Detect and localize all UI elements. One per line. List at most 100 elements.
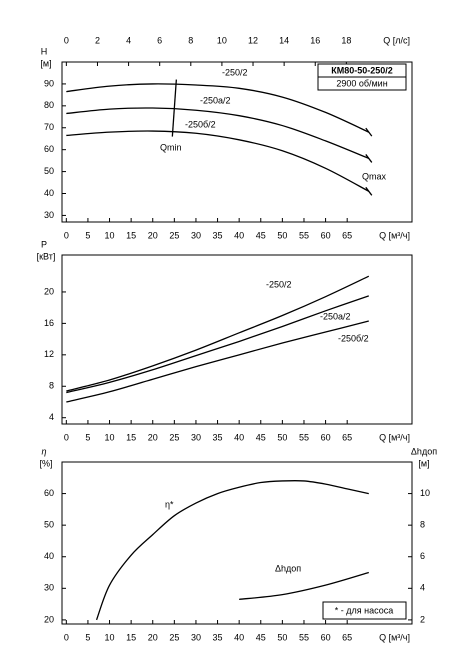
curve bbox=[66, 320, 369, 403]
x-tick-label: 40 bbox=[234, 432, 244, 442]
curve bbox=[66, 107, 370, 160]
x-tick-label: 25 bbox=[169, 230, 179, 240]
x2-tick-label: 18 bbox=[341, 35, 351, 45]
x2-tick-label: 16 bbox=[310, 35, 320, 45]
annotation: Qmin bbox=[160, 142, 182, 152]
y-tick-label: 60 bbox=[44, 488, 54, 498]
x-tick-label: 35 bbox=[213, 432, 223, 442]
y-tick-label: 12 bbox=[44, 349, 54, 359]
y2-tick-label: 10 bbox=[420, 488, 430, 498]
x-tick-label: 0 bbox=[64, 632, 69, 642]
curve bbox=[66, 275, 370, 392]
x2-tick-label: 10 bbox=[217, 35, 227, 45]
x-axis-label: Q [м³/ч] bbox=[379, 432, 410, 442]
x-tick-label: 30 bbox=[191, 632, 201, 642]
curve-label: -250б/2 bbox=[338, 333, 369, 343]
plot-frame bbox=[61, 61, 413, 223]
x-tick-label: 25 bbox=[169, 432, 179, 442]
y-tick-label: 80 bbox=[44, 100, 54, 110]
y-axis-label: P bbox=[41, 239, 47, 249]
x-tick-label: 0 bbox=[64, 230, 69, 240]
x-tick-label: 65 bbox=[342, 432, 352, 442]
curve bbox=[239, 571, 369, 601]
curve-label: Δhдоп bbox=[275, 563, 301, 573]
curve bbox=[66, 295, 370, 394]
curve-label: -250б/2 bbox=[185, 119, 216, 129]
annotation: Qmax bbox=[362, 171, 387, 181]
x-tick-label: 15 bbox=[126, 230, 136, 240]
plot-frame bbox=[61, 254, 413, 425]
x-tick-label: 60 bbox=[321, 432, 331, 442]
x-tick-label: 15 bbox=[126, 632, 136, 642]
y-tick-label: 50 bbox=[44, 520, 54, 530]
curve bbox=[95, 479, 369, 621]
curve bbox=[66, 83, 370, 133]
curve-end bbox=[365, 186, 373, 196]
y-tick-label: 4 bbox=[49, 412, 54, 422]
y-tick-label: 30 bbox=[44, 583, 54, 593]
y-tick-label: 70 bbox=[44, 122, 54, 132]
x-tick-label: 50 bbox=[277, 432, 287, 442]
x-axis-label: Q [м³/ч] bbox=[379, 230, 410, 240]
note: * - для насоса bbox=[335, 605, 393, 615]
x-tick-label: 55 bbox=[299, 432, 309, 442]
y-axis-unit: [%] bbox=[39, 458, 52, 468]
info-title: КМ80-50-250/2 bbox=[331, 65, 393, 75]
curve bbox=[66, 130, 370, 192]
x-tick-label: 30 bbox=[191, 432, 201, 442]
x-tick-label: 45 bbox=[256, 632, 266, 642]
x-tick-label: 40 bbox=[234, 632, 244, 642]
x-tick-label: 60 bbox=[321, 230, 331, 240]
curve-label: -250/2 bbox=[222, 67, 248, 77]
y-tick-label: 50 bbox=[44, 166, 54, 176]
x-tick-label: 20 bbox=[148, 632, 158, 642]
x-tick-label: 10 bbox=[105, 632, 115, 642]
x-tick-label: 20 bbox=[148, 230, 158, 240]
note-box bbox=[322, 601, 407, 620]
x-axis-label: Q [м³/ч] bbox=[379, 632, 410, 642]
y-tick-label: 8 bbox=[49, 381, 54, 391]
x-tick-label: 55 bbox=[299, 632, 309, 642]
x2-tick-label: 6 bbox=[157, 35, 162, 45]
y2-axis-label: Δhдоп bbox=[411, 446, 437, 456]
x-tick-label: 5 bbox=[85, 432, 90, 442]
x-tick-label: 60 bbox=[321, 632, 331, 642]
y-tick-label: 40 bbox=[44, 188, 54, 198]
x-tick-label: 35 bbox=[213, 230, 223, 240]
x-tick-label: 65 bbox=[342, 632, 352, 642]
qmin-line bbox=[171, 79, 177, 137]
x2-tick-label: 12 bbox=[248, 35, 258, 45]
y-tick-label: 20 bbox=[44, 614, 54, 624]
x-tick-label: 20 bbox=[148, 432, 158, 442]
y-tick-label: 16 bbox=[44, 318, 54, 328]
x-tick-label: 10 bbox=[105, 432, 115, 442]
x-tick-label: 5 bbox=[85, 230, 90, 240]
info-subtitle: 2900 об/мин bbox=[336, 78, 387, 88]
x-tick-label: 55 bbox=[299, 230, 309, 240]
x-tick-label: 45 bbox=[256, 432, 266, 442]
y-axis-label: η bbox=[42, 446, 47, 456]
x-tick-label: 30 bbox=[191, 230, 201, 240]
y2-axis-unit: [м] bbox=[418, 458, 429, 468]
curve-label: -250/2 bbox=[266, 279, 292, 289]
y2-tick-label: 8 bbox=[420, 520, 425, 530]
x-tick-label: 40 bbox=[234, 230, 244, 240]
x-tick-label: 5 bbox=[85, 632, 90, 642]
curve-label: η* bbox=[165, 499, 174, 509]
x-tick-label: 50 bbox=[277, 230, 287, 240]
curve-label: -250а/2 bbox=[320, 311, 351, 321]
curve-end bbox=[365, 127, 373, 137]
x-tick-label: 15 bbox=[126, 432, 136, 442]
x2-tick-label: 0 bbox=[64, 35, 69, 45]
x2-tick-label: 4 bbox=[126, 35, 131, 45]
y-axis-unit: [кВт] bbox=[37, 251, 56, 261]
x2-tick-label: 2 bbox=[95, 35, 100, 45]
y2-tick-label: 4 bbox=[420, 583, 425, 593]
y-tick-label: 90 bbox=[44, 78, 54, 88]
x-tick-label: 25 bbox=[169, 632, 179, 642]
y2-tick-label: 6 bbox=[420, 551, 425, 561]
y-tick-label: 30 bbox=[44, 210, 54, 220]
y2-tick-label: 2 bbox=[420, 614, 425, 624]
x-tick-label: 65 bbox=[342, 230, 352, 240]
